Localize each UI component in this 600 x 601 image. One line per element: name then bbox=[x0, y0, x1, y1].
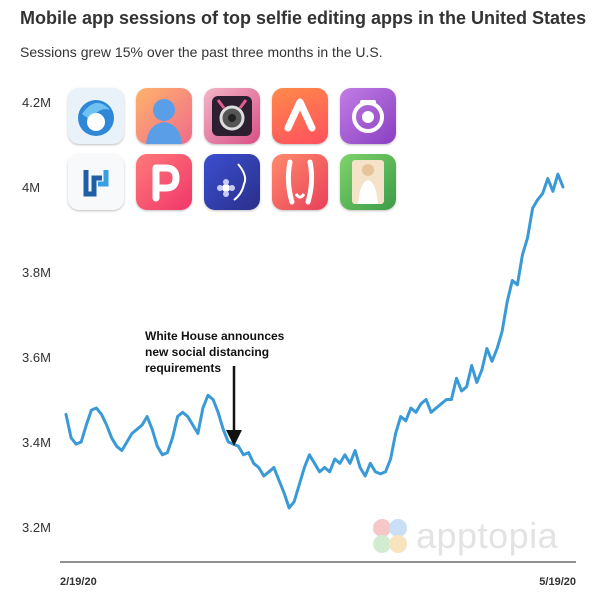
app-icons-grid bbox=[68, 88, 396, 210]
y-tick-label: 4.2M bbox=[22, 95, 51, 110]
brand-name: apptopia bbox=[416, 515, 559, 556]
body-editor-icon bbox=[340, 154, 396, 210]
chart-title: Mobile app sessions of top selfie editin… bbox=[20, 8, 587, 28]
sessions-series-line bbox=[64, 172, 565, 510]
apptopia-logo-icon bbox=[373, 519, 407, 553]
p-bracket-icon bbox=[68, 154, 124, 210]
p-letter-icon bbox=[136, 154, 192, 210]
y-tick-label: 3.4M bbox=[22, 435, 51, 450]
body-shape-icon bbox=[272, 154, 328, 210]
beauty-camera-icon bbox=[204, 88, 260, 144]
y-tick-label: 3.2M bbox=[22, 520, 51, 535]
annotation-arrow bbox=[226, 366, 242, 446]
flower-face-icon bbox=[204, 154, 260, 210]
x-tick-label-end: 5/19/20 bbox=[539, 576, 576, 588]
x-tick-label-start: 2/19/20 bbox=[60, 576, 97, 588]
annotation-line-2: new social distancing bbox=[145, 345, 269, 359]
facetune-icon bbox=[68, 88, 124, 144]
chart-subtitle: Sessions grew 15% over the past three mo… bbox=[20, 44, 383, 60]
face-silhouette-icon bbox=[136, 88, 192, 144]
a-letter-icon bbox=[272, 88, 328, 144]
brand-watermark: apptopia bbox=[370, 515, 558, 557]
purple-camera-icon bbox=[340, 88, 396, 144]
annotation-line-3: requirements bbox=[145, 361, 221, 375]
y-tick-label: 3.8M bbox=[22, 265, 51, 280]
y-tick-label: 3.6M bbox=[22, 350, 51, 365]
y-axis-ticks: 3.2M 3.4M 3.6M 3.8M 4M 4.2M bbox=[22, 95, 51, 535]
y-tick-label: 4M bbox=[22, 180, 40, 195]
annotation-line-1: White House announces bbox=[145, 329, 285, 343]
